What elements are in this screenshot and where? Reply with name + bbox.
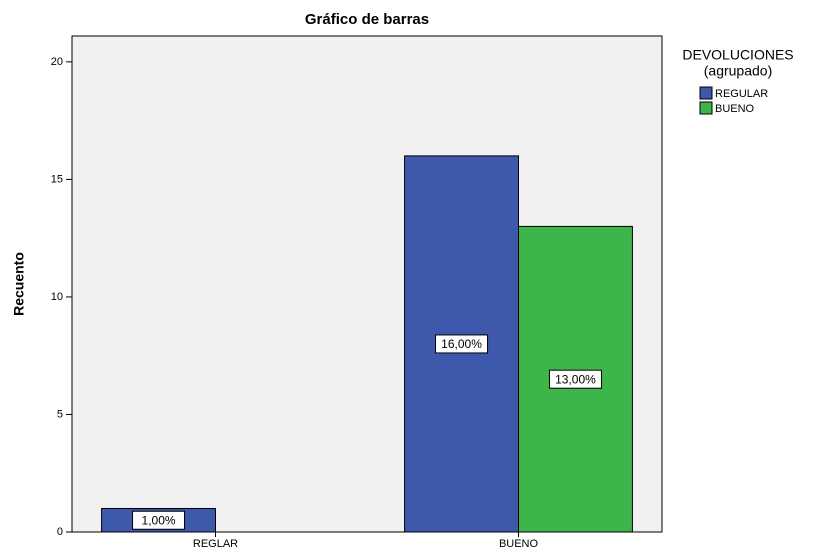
- value-label: 13,00%: [555, 372, 596, 386]
- y-tick-label: 20: [51, 56, 63, 68]
- y-tick-label: 10: [51, 291, 63, 303]
- legend-title: DEVOLUCIONES: [682, 47, 793, 63]
- value-label-box: [435, 334, 489, 354]
- value-label-box: [548, 369, 602, 389]
- x-tick-label: BUENO: [499, 538, 539, 550]
- legend-swatch: [699, 86, 713, 100]
- chart-title: Gráfico de barras: [305, 11, 429, 28]
- legend-title: (agrupado): [704, 63, 773, 79]
- y-axis-label: Recuento: [11, 252, 27, 316]
- y-tick-label: 0: [57, 526, 63, 538]
- legend-label: REGULAR: [715, 88, 768, 100]
- value-label: 16,00%: [441, 337, 482, 351]
- legend-swatch: [699, 101, 713, 115]
- y-tick-label: 15: [51, 173, 63, 185]
- value-label-box: [132, 510, 186, 530]
- x-tick-label: REGLAR: [193, 538, 238, 550]
- legend-label: BUENO: [715, 103, 755, 115]
- y-tick-label: 5: [57, 408, 63, 420]
- value-label: 1,00%: [142, 513, 176, 527]
